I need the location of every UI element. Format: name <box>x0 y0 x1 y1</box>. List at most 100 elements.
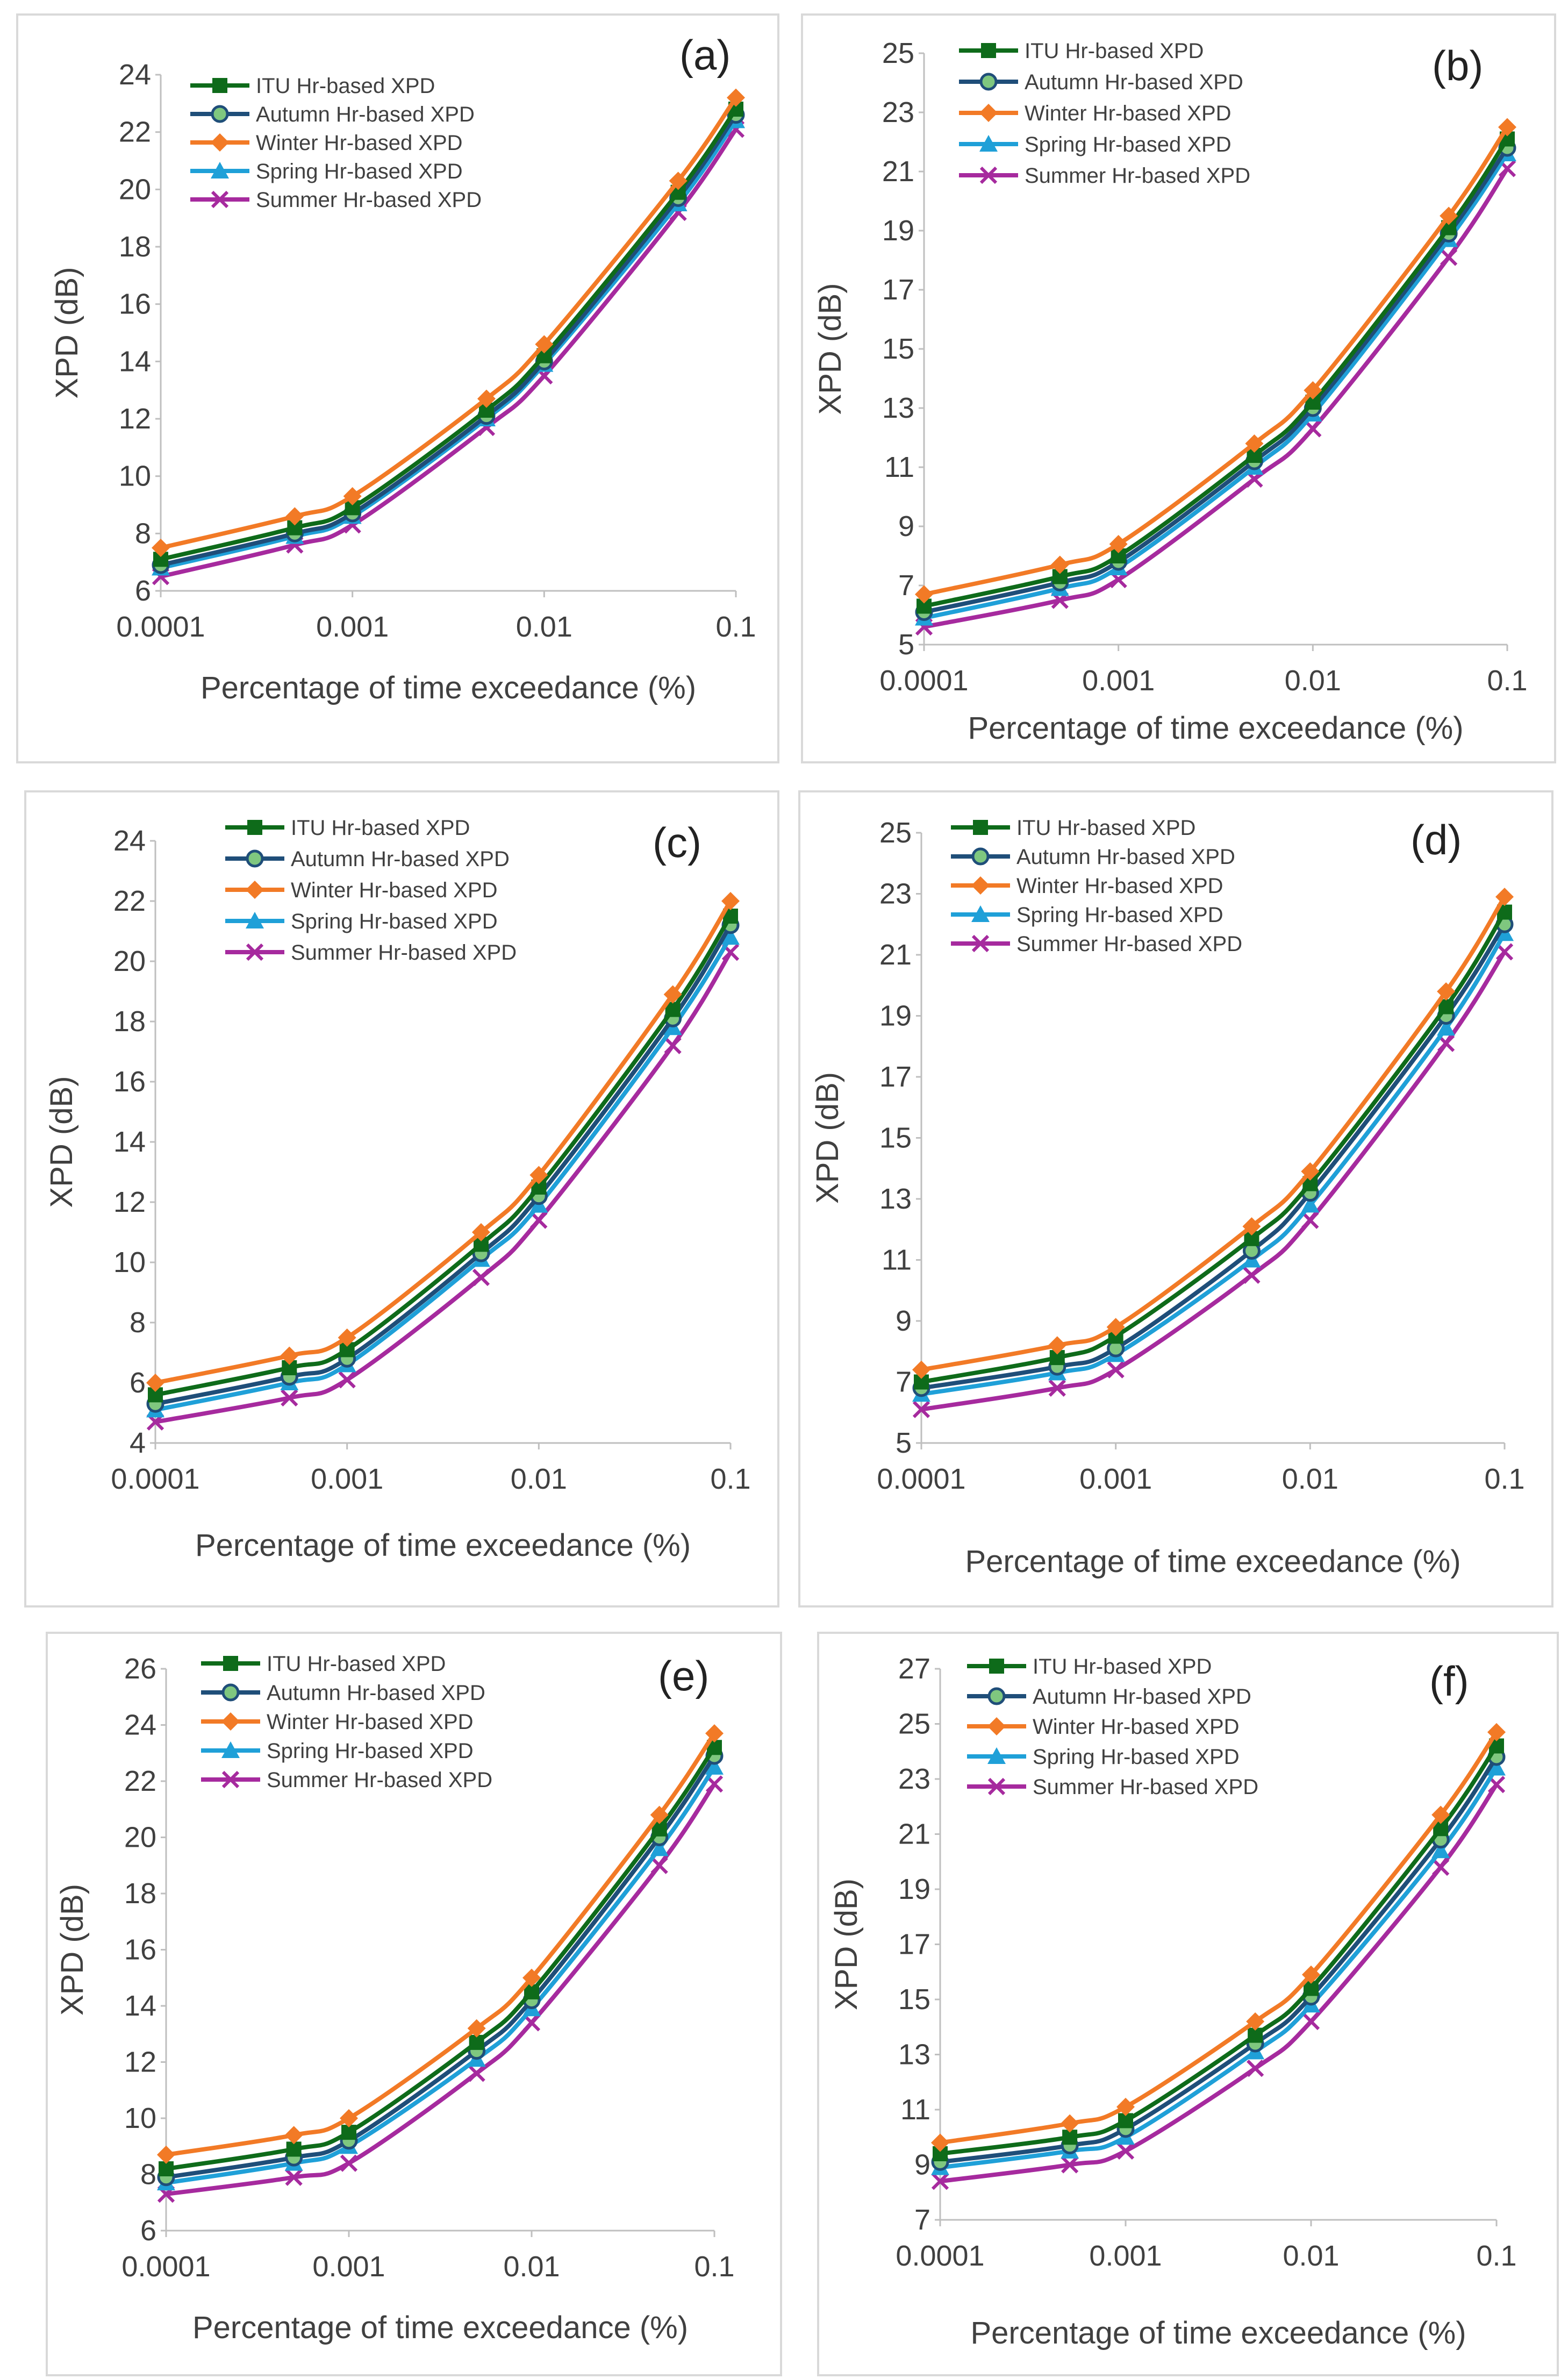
chart-panel-e: 6 8 10 12 14 16 18 20 22 24 26 0.0001 0.001 0.01 0.1 XP… <box>46 1632 782 2376</box>
y-tick-label: 21 <box>882 155 914 188</box>
legend-marker <box>979 166 998 184</box>
data-point <box>522 1968 541 1987</box>
y-tick-label: 17 <box>898 1928 930 1961</box>
y-tick-label: 26 <box>124 1653 156 1685</box>
data-point <box>1304 420 1322 438</box>
x-tick-label: 0.001 <box>1082 665 1155 697</box>
data-point <box>285 507 304 526</box>
data-point <box>915 585 933 604</box>
y-tick-label: 6 <box>140 2214 156 2247</box>
data-point <box>705 1775 724 1793</box>
x-tick-label: 0.01 <box>503 2251 560 2283</box>
series-summer-hr-based-xpd <box>931 1776 1506 2190</box>
series-line <box>923 138 1509 609</box>
data-point <box>1440 206 1458 225</box>
x-axis-title: Percentage of time exceedance (%) <box>195 1528 691 1563</box>
legend-marker <box>973 820 988 835</box>
x-tick-label: 0.01 <box>1283 2240 1339 2272</box>
legend-label: Winter Hr-based XPD <box>267 1710 474 1734</box>
legend-marker <box>221 1770 240 1789</box>
y-tick-label: 22 <box>119 116 151 148</box>
x-tick-label: 0.001 <box>1079 1463 1152 1495</box>
y-tick-label: 19 <box>882 215 914 247</box>
data-point <box>1106 1318 1125 1337</box>
series-spring-hr-based-xpd <box>157 1758 724 2191</box>
y-tick-label: 24 <box>119 59 151 91</box>
data-point <box>1246 2012 1265 2031</box>
legend-marker <box>979 73 998 91</box>
legend-marker <box>211 133 229 152</box>
legend-marker <box>987 1687 1006 1705</box>
series-line <box>940 1783 1499 2184</box>
legend-marker <box>979 135 998 152</box>
legend-label: Summer Hr-based XPD <box>256 188 482 212</box>
legend-marker <box>211 105 229 123</box>
y-tick-label: 16 <box>113 1066 146 1098</box>
series-line <box>921 932 1507 1397</box>
data-point <box>721 892 740 910</box>
y-tick-label: 13 <box>898 2039 930 2071</box>
data-point <box>1302 1965 1320 1984</box>
y-tick-label: 11 <box>900 2094 930 2126</box>
legend-label: Spring Hr-based XPD <box>256 160 463 183</box>
legend-marker <box>979 104 998 122</box>
data-point <box>146 1374 164 1392</box>
legend-label: Autumn Hr-based XPD <box>267 1681 485 1705</box>
y-tick-label: 6 <box>135 575 151 607</box>
series-summer-hr-based-xpd <box>157 1775 724 2203</box>
series-line <box>921 896 1507 1372</box>
x-axis-title: Percentage of time exceedance (%) <box>201 670 696 705</box>
legend-marker <box>987 1717 1006 1735</box>
data-point <box>338 1328 356 1347</box>
x-tick-label: 0.1 <box>1476 2240 1516 2272</box>
series-winter-hr-based-xpd <box>931 1723 1506 2152</box>
legend-marker <box>221 1712 240 1731</box>
legend-marker <box>221 1741 240 1758</box>
y-tick-label: 21 <box>879 939 912 971</box>
data-point <box>468 2064 485 2082</box>
x-axis-title: Percentage of time exceedance (%) <box>968 711 1463 746</box>
y-tick-label: 12 <box>113 1186 146 1218</box>
data-point <box>1440 248 1458 266</box>
x-tick-label: 0.0001 <box>877 1463 965 1495</box>
series-line <box>166 1766 717 2185</box>
legend-label: Winter Hr-based XPD <box>1025 102 1232 125</box>
data-point <box>280 1346 299 1365</box>
data-point <box>284 2126 303 2145</box>
legend-marker <box>987 1777 1006 1796</box>
data-point <box>1107 1361 1125 1378</box>
data-point <box>1301 1211 1319 1229</box>
legend-label: ITU Hr-based XPD <box>1016 816 1195 840</box>
x-axis-title: Percentage of time exceedance (%) <box>965 1544 1460 1579</box>
x-tick-label: 0.01 <box>511 1463 567 1495</box>
data-point <box>477 389 496 408</box>
series-winter-hr-based-xpd <box>157 1724 724 2164</box>
y-axis-title: XPD (dB) <box>49 267 84 399</box>
data-point <box>1061 2156 1079 2174</box>
data-point <box>338 1371 356 1389</box>
legend-marker <box>221 1683 240 1702</box>
series-line <box>923 152 1509 620</box>
y-tick-label: 15 <box>879 1122 912 1154</box>
data-point <box>931 2133 949 2152</box>
data-point <box>343 487 362 505</box>
series-summer-hr-based-xpd <box>146 944 740 1431</box>
x-axis-title: Percentage of time exceedance (%) <box>192 2310 688 2345</box>
legend-label: Spring Hr-based XPD <box>291 910 498 933</box>
series-line <box>155 924 733 1406</box>
legend-marker <box>211 162 229 178</box>
y-tick-label: 21 <box>898 1818 930 1851</box>
legend: ITU Hr-based XPD Autumn Hr-based XPD Winte… <box>201 1652 492 1792</box>
data-point <box>721 928 740 945</box>
panel-label: (d) <box>1411 816 1462 863</box>
y-tick-label: 16 <box>124 1934 156 1966</box>
legend: ITU Hr-based XPD Autumn Hr-based XPD Winte… <box>959 39 1250 188</box>
y-tick-label: 20 <box>124 1821 156 1854</box>
legend-label: Summer Hr-based XPD <box>291 941 517 965</box>
legend-marker <box>971 847 990 866</box>
data-point <box>285 2168 303 2186</box>
series-spring-hr-based-xpd <box>931 1759 1506 2175</box>
data-point <box>529 1166 548 1184</box>
data-point <box>1431 1805 1450 1824</box>
chart-svg: 6 8 10 12 14 16 18 20 22 24 26 0.0001 0.001 0.01 0.1 XP… <box>55 1652 735 2345</box>
